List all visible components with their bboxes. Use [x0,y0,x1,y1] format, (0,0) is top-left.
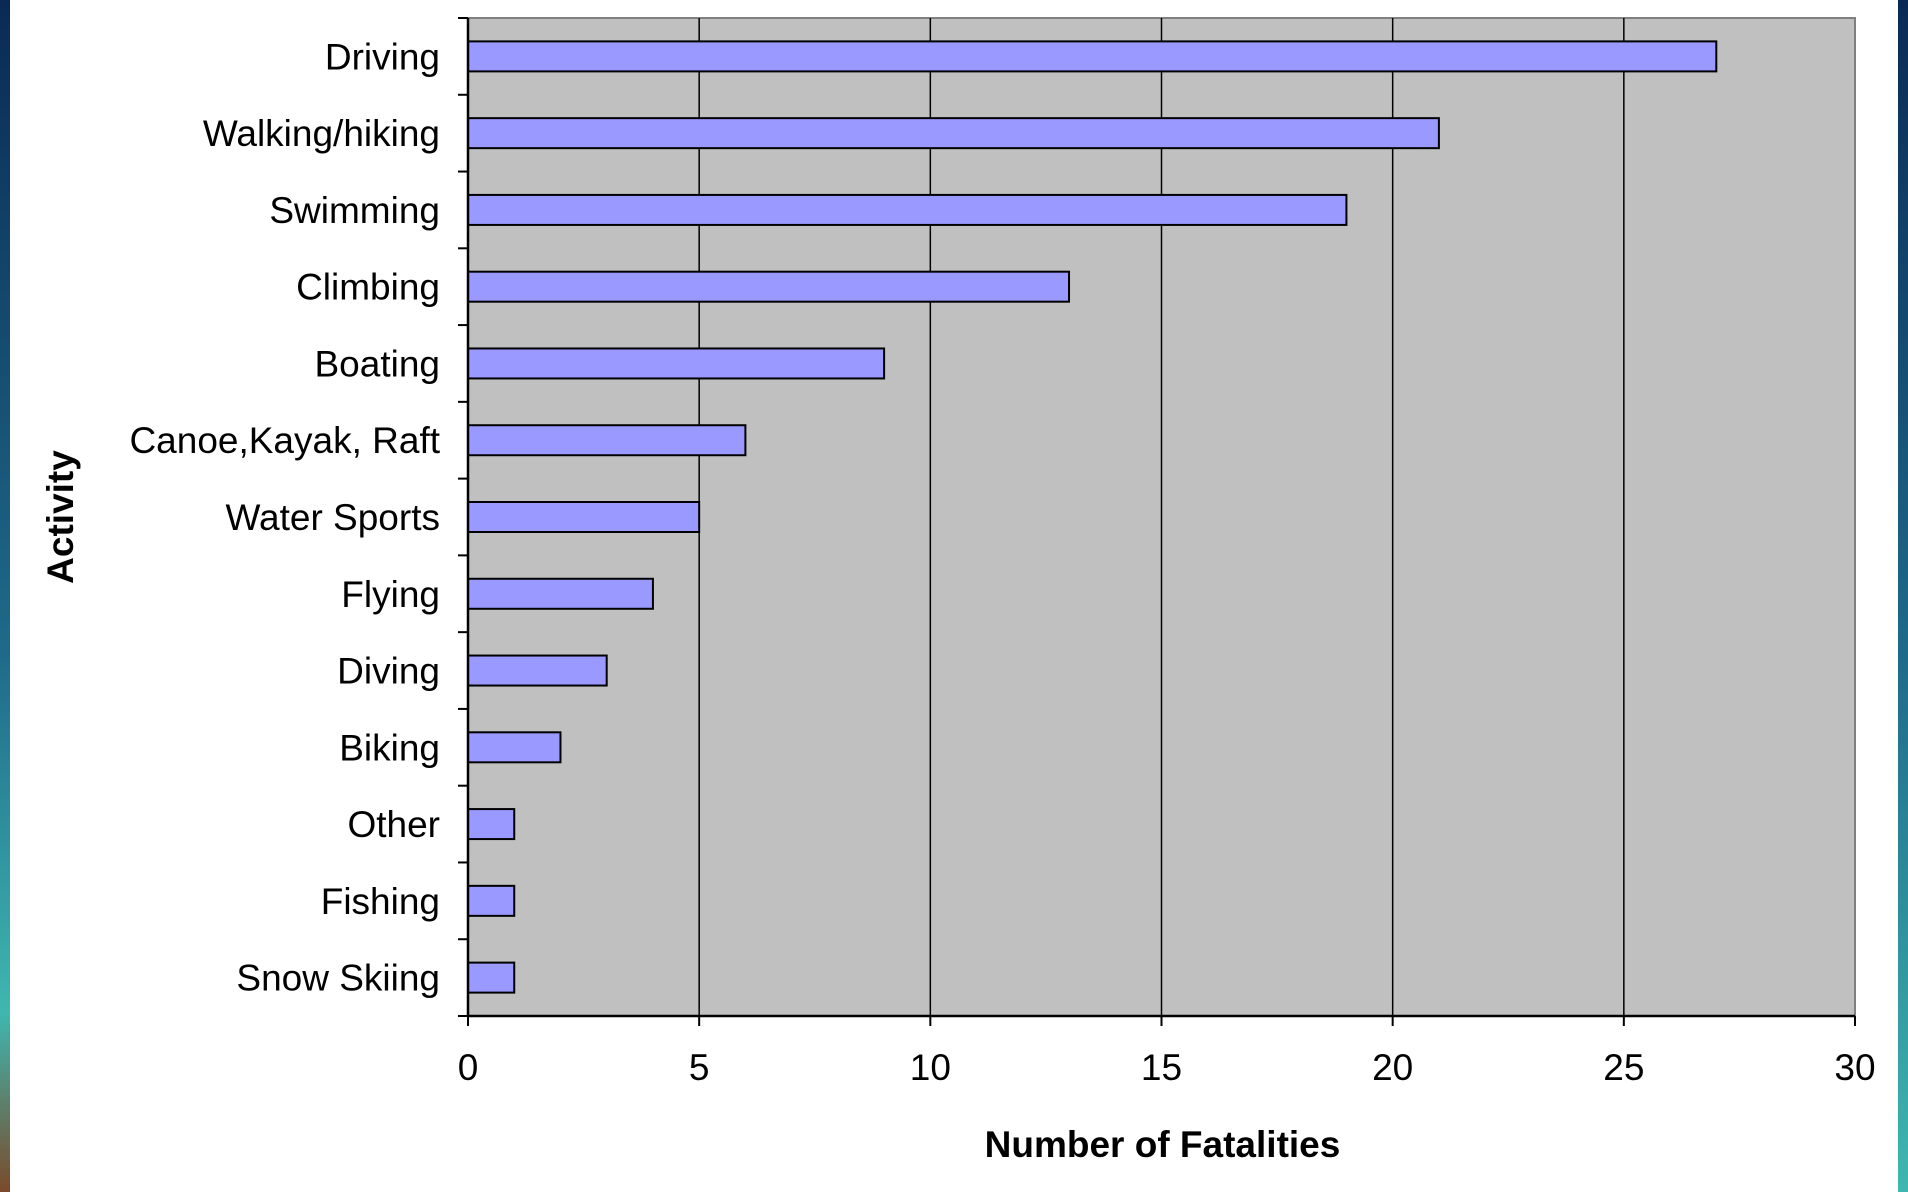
x-tick-label: 30 [1834,1047,1875,1088]
x-tick-label: 15 [1141,1047,1182,1088]
y-tick-label: Swimming [269,190,440,231]
x-tick-label: 10 [910,1047,951,1088]
y-tick-label: Driving [325,36,440,77]
bar-water-sports [467,501,701,533]
x-axis-title: Number of Fatalities [985,1124,1341,1165]
bar-canoe-kayak-raft [467,424,747,457]
y-tick-label: Walking/hiking [203,113,440,154]
bar-swimming [467,193,1348,226]
bar-boating [467,347,886,380]
y-tick-label: Fishing [321,881,440,922]
tick-labels: 0 5 10 15 20 25 30 Driving Walking/hiking Swimmin… [129,36,1875,1088]
slide-left-border [0,0,10,1192]
y-tick-label: Canoe,Kayak, Raft [129,420,440,461]
y-tick-label: Diving [337,651,440,692]
x-tick-label: 20 [1372,1047,1413,1088]
x-tick-label: 25 [1603,1047,1644,1088]
bar-flying [467,577,654,610]
y-tick-label: Climbing [296,267,440,308]
y-tick-label: Other [347,804,440,845]
bar-fishing [467,884,516,917]
x-tick-label: 0 [458,1047,479,1088]
bar-other [467,808,516,841]
y-tick-label: Biking [339,727,440,768]
bar-climbing [467,270,1071,303]
bar-walking-hiking [467,117,1440,150]
bar-diving [467,654,608,687]
bar-driving [467,40,1718,73]
axes [458,17,1856,1026]
bar-snow-skiing [467,961,516,994]
y-tick-label: Flying [341,574,440,615]
x-tick-label: 5 [689,1047,710,1088]
y-tick-label: Snow Skiing [236,958,440,999]
y-tick-label: Boating [315,343,441,384]
slide-right-border [1898,0,1908,1192]
bars [467,40,1718,994]
bar-biking [467,731,562,764]
y-axis-title: Activity [40,450,81,584]
y-tick-label: Water Sports [225,497,440,538]
